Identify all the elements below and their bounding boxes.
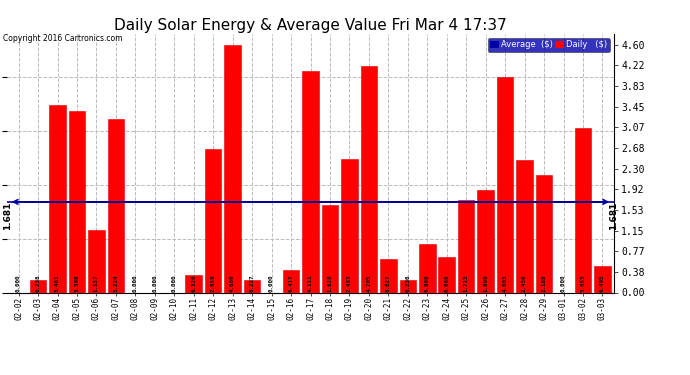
Text: 3.224: 3.224 — [113, 274, 119, 292]
Text: 0.495: 0.495 — [600, 274, 605, 292]
Text: 0.627: 0.627 — [386, 274, 391, 292]
Text: 0.000: 0.000 — [561, 274, 566, 292]
Text: 2.188: 2.188 — [542, 274, 546, 292]
Text: 0.000: 0.000 — [269, 274, 274, 292]
Text: 1.681: 1.681 — [609, 202, 618, 230]
Bar — [361, 66, 377, 292]
Bar — [497, 77, 513, 292]
Bar — [69, 111, 86, 292]
Bar — [30, 280, 46, 292]
Bar — [341, 159, 357, 292]
Text: 0.227: 0.227 — [250, 274, 255, 292]
Text: 2.483: 2.483 — [347, 274, 352, 292]
Bar — [535, 174, 552, 292]
Bar — [205, 149, 221, 292]
Bar — [594, 266, 611, 292]
Text: 1.628: 1.628 — [328, 274, 333, 292]
Text: 0.417: 0.417 — [288, 274, 293, 292]
Bar — [88, 230, 105, 292]
Bar — [438, 256, 455, 292]
Text: 0.320: 0.320 — [191, 274, 196, 292]
Bar — [400, 280, 416, 292]
Text: 1.713: 1.713 — [464, 274, 469, 292]
Legend: Average  ($), Daily   ($): Average ($), Daily ($) — [488, 38, 610, 52]
Text: 0.000: 0.000 — [133, 274, 138, 292]
Text: 0.000: 0.000 — [16, 274, 21, 292]
Bar — [244, 280, 260, 292]
Text: 3.366: 3.366 — [75, 274, 79, 292]
Bar — [575, 128, 591, 292]
Text: Copyright 2016 Cartronics.com: Copyright 2016 Cartronics.com — [3, 34, 123, 43]
Text: 2.659: 2.659 — [210, 274, 216, 292]
Text: 0.666: 0.666 — [444, 274, 449, 292]
Text: 4.205: 4.205 — [366, 274, 371, 292]
Text: 4.003: 4.003 — [502, 274, 508, 292]
Text: 1.681: 1.681 — [3, 202, 12, 230]
Text: 3.053: 3.053 — [580, 274, 585, 292]
Text: 1.157: 1.157 — [94, 274, 99, 292]
Text: 0.238: 0.238 — [36, 274, 41, 292]
Text: 4.600: 4.600 — [230, 274, 235, 292]
Bar — [477, 190, 494, 292]
Bar — [419, 244, 435, 292]
Bar — [108, 119, 124, 292]
Text: 0.900: 0.900 — [425, 274, 430, 292]
Text: 3.481: 3.481 — [55, 274, 60, 292]
Bar — [224, 45, 241, 292]
Bar — [516, 160, 533, 292]
Bar — [186, 275, 202, 292]
Bar — [380, 259, 397, 292]
Text: 0.000: 0.000 — [152, 274, 157, 292]
Bar — [322, 205, 338, 292]
Bar — [302, 71, 319, 292]
Bar — [49, 105, 66, 292]
Text: 0.236: 0.236 — [405, 274, 411, 292]
Bar — [283, 270, 299, 292]
Text: 1.899: 1.899 — [483, 274, 488, 292]
Text: 0.000: 0.000 — [172, 274, 177, 292]
Text: 4.111: 4.111 — [308, 274, 313, 292]
Text: 2.456: 2.456 — [522, 274, 527, 292]
Title: Daily Solar Energy & Average Value Fri Mar 4 17:37: Daily Solar Energy & Average Value Fri M… — [114, 18, 507, 33]
Bar — [458, 200, 475, 292]
